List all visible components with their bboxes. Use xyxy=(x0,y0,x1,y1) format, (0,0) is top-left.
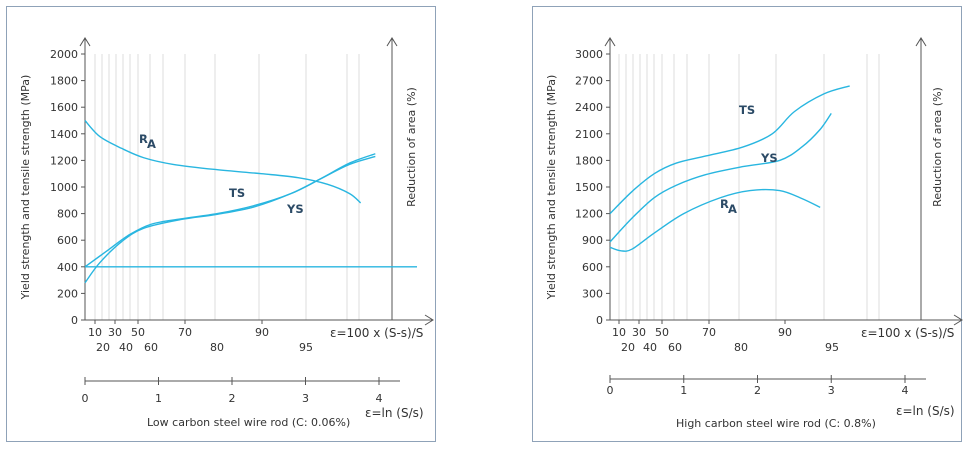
series-line-ts xyxy=(609,85,850,215)
series-label-ys: YS xyxy=(760,151,778,165)
series-label-ra-sub: A xyxy=(147,137,156,151)
reduction-tick-label: 50 xyxy=(655,326,669,339)
reduction-tick-label: 90 xyxy=(778,326,792,339)
y-tick-label: 0 xyxy=(71,314,78,327)
chart-panel-low-carbon: 0 200 400 600 800 1000 1200 1400 1600 1800 2000 Yie… xyxy=(6,6,436,442)
y-tick-label: 600 xyxy=(582,261,603,274)
ln-tick-label: 4 xyxy=(902,384,909,397)
reduction-axis-arrow xyxy=(953,314,963,326)
right-axis-title: Reduction of area (%) xyxy=(405,87,418,207)
reduction-tick-label: 90 xyxy=(255,326,269,339)
reduction-axis-arrow xyxy=(424,314,434,326)
y-tick-label: 1200 xyxy=(575,208,603,221)
reduction-tick-label: 10 xyxy=(612,326,626,339)
y-tick-label: 1500 xyxy=(575,181,603,194)
chart-caption: Low carbon steel wire rod (C: 0.06%) xyxy=(147,416,350,429)
reduction-tick-label: 30 xyxy=(108,326,122,339)
chart-svg-high-carbon: 03006009001200150018002100240027003000Yi… xyxy=(545,37,963,430)
reduction-tick-label: 20 xyxy=(621,341,635,354)
y-tick-label: 600 xyxy=(57,234,78,247)
reduction-tick-label: 60 xyxy=(144,341,158,354)
reduction-tick-label: 30 xyxy=(632,326,646,339)
y-axis-title: Yield strength and tensile strength (MPa… xyxy=(19,75,32,301)
reduction-tick-label: 80 xyxy=(734,341,748,354)
y-tick-label: 0 xyxy=(596,314,603,327)
reduction-tick-label: 40 xyxy=(643,341,657,354)
ln-tick-label: 3 xyxy=(828,384,835,397)
chart-caption: High carbon steel wire rod (C: 0.8%) xyxy=(676,417,876,430)
y-tick-label: 900 xyxy=(582,234,603,247)
series-label-ts: TS xyxy=(739,103,755,117)
ln-tick-label: 2 xyxy=(754,384,761,397)
y-tick-label: 1400 xyxy=(50,128,78,141)
ln-axis-label: ε=ln (S/s) xyxy=(365,406,424,420)
y-tick-label: 1000 xyxy=(50,181,78,194)
reduction-tick-label: 70 xyxy=(178,326,192,339)
reduction-tick-label: 20 xyxy=(96,341,110,354)
y-tick-label: 300 xyxy=(582,287,603,300)
ln-tick-label: 1 xyxy=(155,392,162,405)
reduction-tick-label: 95 xyxy=(825,341,839,354)
reduction-tick-label: 10 xyxy=(88,326,102,339)
series-label-ys: YS xyxy=(286,202,304,216)
y-tick-label: 400 xyxy=(57,261,78,274)
ln-tick-label: 0 xyxy=(607,384,614,397)
reduction-tick-label: 50 xyxy=(131,326,145,339)
y-tick-label: 1600 xyxy=(50,101,78,114)
ln-tick-label: 1 xyxy=(680,384,687,397)
right-axis-arrow xyxy=(915,37,927,47)
reduction-tick-label: 60 xyxy=(668,341,682,354)
y-axis-arrow xyxy=(79,37,91,47)
y-tick-label: 800 xyxy=(57,208,78,221)
series-label-ra: R xyxy=(720,197,729,211)
y-tick-label: 1800 xyxy=(575,154,603,167)
y-tick-label: 3000 xyxy=(575,48,603,61)
ln-tick-label: 0 xyxy=(82,392,89,405)
ln-tick-label: 3 xyxy=(302,392,309,405)
reduction-axis-label: ε=100 x (S-s)/S xyxy=(861,326,954,340)
reduction-tick-label: 70 xyxy=(702,326,716,339)
y-tick-label: 2100 xyxy=(575,128,603,141)
series-line-ys xyxy=(84,155,376,284)
ln-axis-label: ε=ln (S/s) xyxy=(896,404,955,418)
ln-tick-label: 4 xyxy=(376,392,383,405)
y-tick-label: 2700 xyxy=(575,75,603,88)
reduction-axis-label: ε=100 x (S-s)/S xyxy=(330,326,423,340)
right-axis-arrow xyxy=(386,37,398,47)
series-label-ts: TS xyxy=(229,186,245,200)
series-line-ys xyxy=(609,113,832,243)
reduction-tick-label: 80 xyxy=(210,341,224,354)
chart-svg-low-carbon: 0200400600800100012001400160018002000Yie… xyxy=(19,37,434,429)
y-tick-label: 1200 xyxy=(50,154,78,167)
y-tick-label: 2000 xyxy=(50,48,78,61)
chart-panel-high-carbon: 0 300 600 900 1200 1500 1800 2100 2400 2700 3000 Yi… xyxy=(532,6,963,442)
y-tick-label: 2400 xyxy=(575,101,603,114)
right-axis-title: Reduction of area (%) xyxy=(931,87,944,207)
ln-tick-label: 2 xyxy=(229,392,236,405)
series-line-ra xyxy=(84,120,362,204)
reduction-tick-label: 95 xyxy=(299,341,313,354)
series-line-ra xyxy=(609,188,821,252)
series-label-ra-sub: A xyxy=(728,202,737,216)
y-tick-label: 200 xyxy=(57,287,78,300)
y-axis-title: Yield strength and tensile strength (MPa… xyxy=(545,75,558,301)
y-tick-label: 1800 xyxy=(50,75,78,88)
reduction-tick-label: 40 xyxy=(119,341,133,354)
series-label-ra: R xyxy=(139,132,148,146)
y-axis-arrow xyxy=(604,37,616,47)
